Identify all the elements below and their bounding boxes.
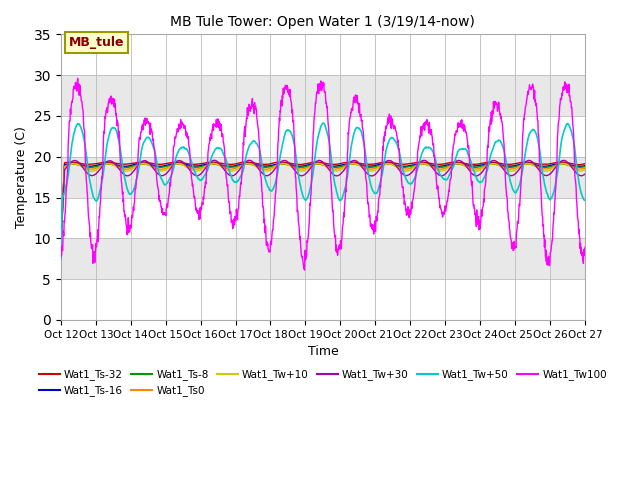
- Wat1_Ts0: [554, 162, 562, 168]
- Wat1_Tw100: [74, 75, 81, 81]
- Line: Wat1_Ts-32: Wat1_Ts-32: [61, 162, 620, 241]
- Wat1_Ts-32: [145, 160, 152, 166]
- Wat1_Ts-16: [316, 161, 323, 167]
- Wat1_Ts0: [57, 241, 65, 247]
- Wat1_Ts0: [316, 161, 323, 167]
- Bar: [61, 35, 585, 75]
- Wat1_Ts-8: [316, 161, 323, 167]
- Wat1_Tw+50: [472, 175, 480, 180]
- Wat1_Tw100: [555, 119, 563, 125]
- Bar: [61, 75, 585, 116]
- Wat1_Tw+50: [316, 130, 323, 135]
- Wat1_Tw+30: [145, 159, 152, 165]
- Text: MB_tule: MB_tule: [68, 36, 124, 49]
- Line: Wat1_Ts-16: Wat1_Ts-16: [61, 163, 620, 242]
- Wat1_Tw+50: [326, 145, 334, 151]
- Wat1_Tw+30: [616, 238, 623, 243]
- Y-axis label: Temperature (C): Temperature (C): [15, 126, 28, 228]
- Wat1_Tw+30: [211, 157, 218, 163]
- Wat1_Ts-32: [326, 161, 334, 167]
- Wat1_Ts-32: [554, 159, 562, 165]
- Wat1_Ts-8: [554, 161, 562, 167]
- Bar: [61, 156, 585, 197]
- Wat1_Tw+10: [57, 241, 65, 247]
- Wat1_Tw+50: [57, 256, 65, 262]
- Wat1_Ts-8: [145, 162, 152, 168]
- Wat1_Ts-8: [593, 161, 601, 167]
- Wat1_Tw100: [301, 267, 308, 273]
- Wat1_Tw+30: [326, 168, 334, 174]
- Bar: [61, 116, 585, 156]
- Legend: Wat1_Ts-32, Wat1_Ts-16, Wat1_Ts-8, Wat1_Ts0, Wat1_Tw+10, Wat1_Tw+30, Wat1_Tw+50,: Wat1_Ts-32, Wat1_Ts-16, Wat1_Ts-8, Wat1_…: [35, 365, 611, 400]
- Wat1_Ts-16: [145, 161, 152, 167]
- Wat1_Tw100: [473, 207, 481, 213]
- Wat1_Ts-16: [472, 163, 480, 169]
- Wat1_Tw100: [609, 202, 617, 208]
- Wat1_Tw+30: [554, 161, 562, 167]
- Wat1_Tw+10: [455, 161, 463, 167]
- Line: Wat1_Ts0: Wat1_Ts0: [61, 164, 620, 244]
- Wat1_Tw+30: [609, 172, 617, 178]
- Wat1_Ts-8: [609, 165, 617, 170]
- Line: Wat1_Ts-8: Wat1_Ts-8: [61, 164, 620, 243]
- Wat1_Ts0: [609, 166, 617, 172]
- Wat1_Ts-16: [554, 161, 562, 167]
- Line: Wat1_Tw100: Wat1_Tw100: [61, 78, 620, 270]
- Wat1_Ts-8: [326, 164, 333, 169]
- Wat1_Ts0: [279, 161, 287, 167]
- Wat1_Tw100: [57, 254, 65, 260]
- Wat1_Ts-32: [472, 161, 480, 167]
- Wat1_Ts-16: [326, 163, 334, 169]
- Wat1_Tw+10: [472, 168, 480, 174]
- Wat1_Tw100: [326, 164, 334, 170]
- Wat1_Tw+50: [554, 165, 562, 171]
- Wat1_Tw+10: [616, 235, 623, 241]
- Wat1_Ts-32: [138, 159, 146, 165]
- Bar: [61, 0, 585, 35]
- Wat1_Tw+30: [316, 157, 323, 163]
- Wat1_Ts-16: [616, 232, 623, 238]
- Wat1_Tw+10: [145, 162, 152, 168]
- Line: Wat1_Tw+10: Wat1_Tw+10: [61, 164, 620, 244]
- Wat1_Tw+10: [609, 168, 617, 174]
- Wat1_Ts-32: [616, 231, 623, 237]
- Wat1_Ts-16: [138, 160, 146, 166]
- Wat1_Tw100: [316, 82, 324, 87]
- Wat1_Tw100: [616, 225, 623, 230]
- Line: Wat1_Tw+50: Wat1_Tw+50: [61, 123, 620, 259]
- Wat1_Ts0: [616, 234, 623, 240]
- Bar: [61, 279, 585, 320]
- Bar: [61, 197, 585, 238]
- Wat1_Tw+50: [609, 170, 617, 176]
- Wat1_Ts-32: [316, 159, 323, 165]
- X-axis label: Time: Time: [307, 345, 339, 358]
- Title: MB Tule Tower: Open Water 1 (3/19/14-now): MB Tule Tower: Open Water 1 (3/19/14-now…: [170, 15, 476, 29]
- Wat1_Tw+10: [316, 161, 323, 167]
- Wat1_Ts-16: [57, 240, 65, 245]
- Wat1_Tw100: [145, 121, 152, 127]
- Wat1_Ts-32: [57, 239, 65, 244]
- Wat1_Ts-16: [609, 163, 617, 169]
- Wat1_Ts-8: [57, 240, 65, 246]
- Wat1_Ts0: [145, 162, 152, 168]
- Wat1_Tw+50: [616, 238, 623, 244]
- Wat1_Tw+50: [319, 120, 327, 126]
- Wat1_Tw+10: [326, 166, 333, 172]
- Wat1_Ts-32: [609, 161, 617, 167]
- Wat1_Tw+30: [472, 173, 480, 179]
- Wat1_Tw+50: [145, 134, 152, 140]
- Bar: [61, 238, 585, 279]
- Wat1_Ts0: [326, 165, 334, 171]
- Wat1_Ts-8: [472, 164, 480, 170]
- Wat1_Ts0: [472, 166, 480, 172]
- Wat1_Tw+10: [554, 162, 562, 168]
- Wat1_Tw+30: [57, 243, 65, 249]
- Line: Wat1_Tw+30: Wat1_Tw+30: [61, 160, 620, 246]
- Wat1_Ts-8: [616, 233, 623, 239]
